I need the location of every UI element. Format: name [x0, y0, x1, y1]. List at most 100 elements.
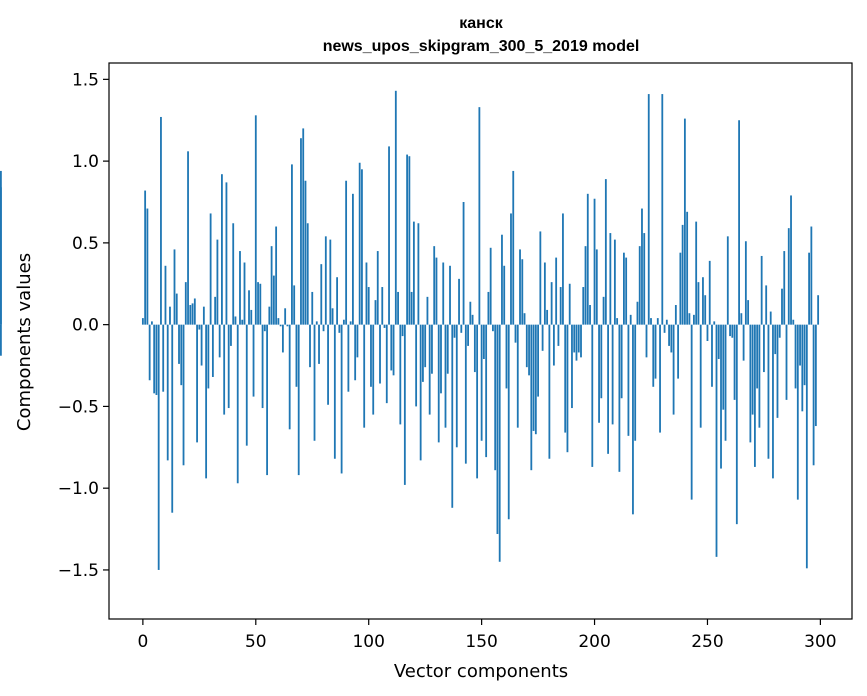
bar — [722, 324, 725, 410]
bar — [516, 324, 519, 428]
bar — [489, 247, 492, 325]
x-tick-label: 100 — [352, 632, 384, 652]
bar — [338, 324, 341, 333]
bar — [677, 324, 680, 379]
bar — [562, 213, 564, 325]
bar — [394, 90, 397, 325]
bar — [342, 319, 345, 325]
x-tick-label: 300 — [804, 632, 836, 652]
bar — [593, 198, 596, 325]
bar — [604, 179, 607, 325]
bar — [706, 324, 709, 341]
bar — [408, 156, 411, 325]
bar — [216, 239, 219, 325]
bar — [600, 324, 603, 399]
bar — [363, 324, 366, 428]
y-tick-label: 0.5 — [72, 234, 99, 254]
bar — [148, 324, 151, 381]
bar — [455, 324, 458, 448]
bar — [193, 298, 196, 325]
bar — [261, 324, 264, 409]
bar — [781, 288, 783, 325]
bar — [415, 324, 418, 407]
bar — [333, 324, 336, 459]
bar — [223, 324, 226, 415]
bar — [729, 324, 731, 337]
bar — [178, 324, 180, 364]
bar — [406, 154, 409, 325]
bar — [801, 324, 804, 412]
bar — [528, 324, 530, 376]
bar — [306, 223, 309, 325]
bar — [794, 324, 797, 389]
bar — [783, 251, 786, 325]
bar — [650, 318, 652, 325]
bar — [345, 180, 348, 325]
bar — [559, 287, 562, 325]
bar — [401, 324, 404, 337]
bar — [209, 213, 212, 325]
bar — [272, 275, 275, 325]
bar — [0, 324, 2, 356]
bar — [543, 262, 546, 325]
bar — [659, 324, 661, 433]
bar — [476, 324, 479, 479]
bar — [284, 308, 287, 325]
bar — [157, 324, 160, 570]
bar — [327, 324, 329, 405]
bar — [180, 324, 183, 386]
bar — [753, 324, 756, 467]
bar — [492, 324, 494, 332]
bar — [758, 324, 761, 428]
bar — [245, 324, 248, 446]
bar — [546, 309, 549, 325]
bar — [688, 313, 691, 325]
bar — [207, 324, 210, 389]
bar — [399, 324, 402, 425]
bar — [191, 303, 194, 325]
bar — [243, 262, 246, 325]
y-ticks: −1.5 −1.0 −0.5 0.0 0.5 1.0 1.5 — [58, 70, 109, 581]
bar — [480, 324, 483, 441]
bar — [760, 255, 763, 325]
plot-frame — [108, 62, 853, 620]
bar — [501, 234, 503, 325]
bar — [431, 324, 433, 374]
bar — [738, 120, 740, 325]
bar — [618, 324, 621, 472]
bar — [611, 324, 614, 425]
bar — [541, 324, 544, 351]
bar — [196, 324, 198, 443]
bar — [263, 324, 266, 332]
bar — [288, 324, 291, 430]
bar — [654, 324, 657, 379]
bar — [629, 314, 632, 325]
bar — [171, 324, 174, 513]
bar — [575, 324, 578, 361]
x-tick-label: 0 — [137, 632, 148, 652]
bar — [329, 239, 332, 325]
bar — [586, 193, 589, 325]
bar — [266, 324, 268, 476]
bar — [153, 324, 156, 394]
bar — [358, 162, 361, 325]
bar — [302, 128, 305, 325]
bar — [390, 324, 393, 371]
bar — [275, 226, 278, 325]
bar — [291, 164, 293, 325]
bar — [354, 324, 357, 381]
bar — [214, 296, 217, 325]
bar — [555, 257, 558, 325]
bar — [417, 223, 420, 325]
bar — [792, 319, 795, 325]
bar — [169, 306, 171, 325]
bar — [702, 277, 704, 325]
bar — [295, 324, 298, 387]
bar — [462, 202, 465, 325]
bar — [510, 213, 512, 325]
bar — [182, 324, 185, 466]
bar — [248, 290, 250, 325]
bar — [505, 324, 508, 389]
bar — [151, 321, 153, 325]
